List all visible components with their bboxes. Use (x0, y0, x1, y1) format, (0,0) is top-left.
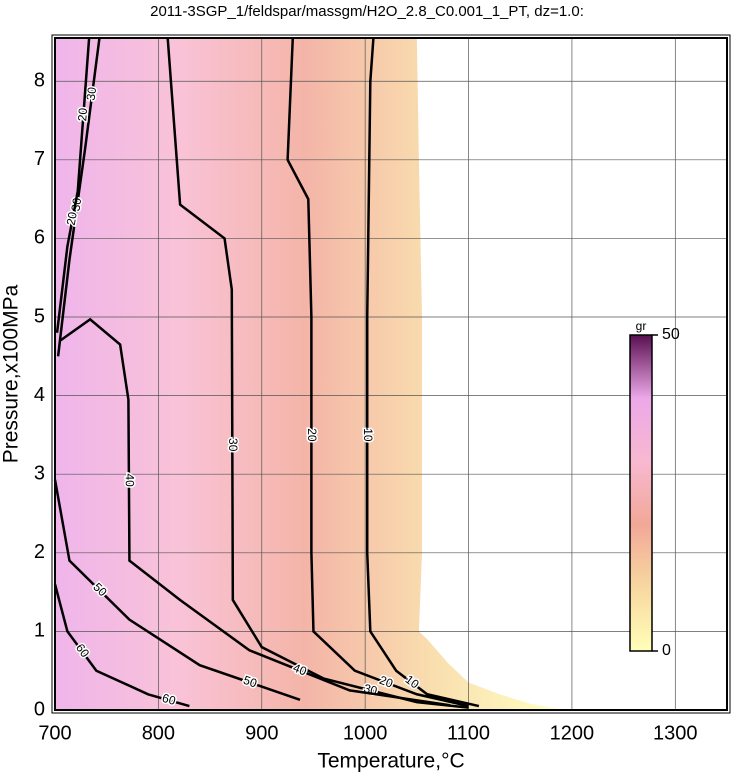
colorbar (629, 334, 653, 652)
y-tick-label: 5 (34, 305, 45, 327)
chart-title: 2011-3SGP_1/feldspar/massgm/H2O_2.8_C0.0… (150, 3, 584, 20)
contour-label: 30 (226, 438, 240, 452)
contour-label: 60 (161, 691, 178, 708)
colorbar-label: gr (636, 319, 647, 333)
x-tick-label: 1300 (653, 722, 698, 744)
x-axis-label: Temperature,°C (317, 750, 464, 773)
x-tick-label: 800 (142, 722, 175, 744)
data-field (55, 38, 557, 710)
x-tick-label: 1100 (447, 722, 490, 744)
colorbar-tick-label: 0 (662, 642, 671, 659)
contour-line (166, 37, 469, 709)
contour-line (286, 37, 469, 708)
contour-label: 20 (75, 107, 90, 122)
y-tick-label: 6 (34, 227, 45, 249)
contour-label: 30 (84, 86, 100, 101)
y-tick-label: 8 (34, 70, 45, 92)
contour-label: 20 (64, 210, 80, 226)
y-tick-label: 0 (34, 698, 45, 720)
x-tick-label: 700 (38, 722, 71, 744)
colorbar-tick-label: 50 (662, 326, 680, 343)
contour-label: 20 (305, 428, 319, 442)
contour-label: 40 (123, 473, 137, 487)
contour-line (59, 317, 451, 707)
y-tick-label: 4 (34, 384, 45, 406)
plot-frame (54, 37, 728, 711)
contour-label: 10 (361, 428, 375, 442)
x-tick-label: 1200 (550, 722, 595, 744)
plot-frame-outer (51, 34, 731, 714)
x-tick-label: 900 (245, 722, 278, 744)
contour-line (56, 37, 101, 357)
x-tick-label: 1000 (343, 722, 388, 744)
contour-line (53, 479, 301, 701)
y-tick-label: 2 (34, 541, 45, 563)
contour-line (55, 37, 91, 333)
y-tick-label: 7 (34, 148, 45, 170)
contour-line (53, 583, 190, 708)
y-tick-label: 3 (34, 462, 45, 484)
y-tick-label: 1 (34, 620, 45, 642)
y-axis-label: Pressure,x100MPa (0, 284, 23, 463)
contour-line (365, 37, 480, 708)
